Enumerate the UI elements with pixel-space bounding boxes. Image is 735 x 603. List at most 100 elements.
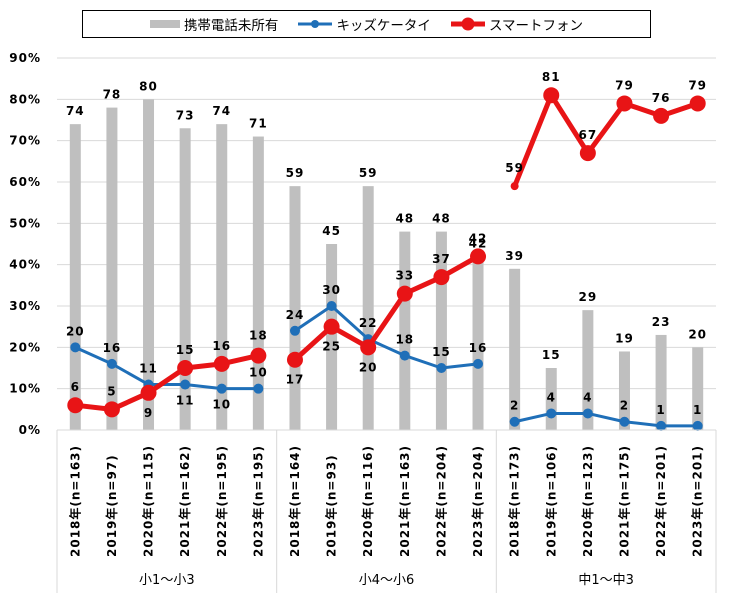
smartphone-point <box>470 248 487 265</box>
smartphone-value-label: 25 <box>322 340 341 354</box>
kids-phone-point <box>473 358 484 369</box>
kids-phone-point <box>180 379 191 390</box>
line-series <box>67 87 706 431</box>
kids-phone-value-label: 2 <box>620 399 629 413</box>
bar <box>69 124 81 430</box>
bar-series <box>69 99 704 431</box>
bar <box>289 186 301 430</box>
legend-label: キッズケータイ <box>336 18 431 34</box>
line-marker-icon <box>450 17 485 31</box>
kids-phone-value-label: 30 <box>322 283 341 297</box>
smartphone-value-label: 42 <box>469 231 488 245</box>
smartphone-value-label: 37 <box>432 252 451 266</box>
x-group-label: 小1～小3 <box>139 573 195 588</box>
kids-phone-value-label: 16 <box>103 341 122 355</box>
smartphone-point <box>616 95 633 112</box>
kids-phone-point <box>70 342 81 353</box>
smartphone-point <box>286 351 303 368</box>
kids-phone-value-label: 1 <box>656 403 665 417</box>
smartphone-value-label: 79 <box>688 78 707 92</box>
smartphone-value-label: 5 <box>107 384 116 398</box>
kids-phone-point <box>619 416 630 427</box>
y-tick-label: 70% <box>9 134 41 148</box>
legend-item-smartphone[interactable]: スマートフォン <box>450 14 583 34</box>
smartphone-value-label: 18 <box>249 329 268 343</box>
legend-item-no-phone[interactable]: 携帯電話未所有 <box>149 14 279 34</box>
kids-phone-value-label: 1 <box>693 403 702 417</box>
kids-phone-point <box>253 383 264 394</box>
kids-phone-line <box>294 304 479 370</box>
legend: 携帯電話未所有 キッズケータイ スマートフォン <box>82 10 651 38</box>
kids-phone-line <box>74 345 259 391</box>
x-category-label: 2021年(n=163) <box>397 445 412 557</box>
y-tick-label: 60% <box>9 175 41 189</box>
bar-value-label: 20 <box>688 327 707 341</box>
y-tick-label: 10% <box>9 382 41 396</box>
y-tick-label: 90% <box>9 51 41 65</box>
kids-phone-value-label: 22 <box>359 316 378 330</box>
bar <box>252 136 264 431</box>
bar <box>545 368 557 430</box>
legend-item-kids-phone[interactable]: キッズケータイ <box>298 14 431 34</box>
kids-phone-value-label: 18 <box>395 333 414 347</box>
bar <box>326 244 338 430</box>
bar <box>435 231 447 430</box>
kids-phone-point <box>546 408 557 419</box>
smartphone-point <box>689 95 706 112</box>
kids-phone-point <box>216 383 227 394</box>
y-tick-label: 50% <box>9 216 41 230</box>
smartphone-value-label: 9 <box>144 406 153 420</box>
smartphone-point <box>653 107 670 124</box>
x-category-label: 2020年(n=115) <box>141 445 156 557</box>
line-marker-icon <box>298 18 333 30</box>
x-category-label: 2020年(n=116) <box>360 445 375 557</box>
x-axis: 2018年(n=163) 2019年(n=97) 2020年(n=115) 2021年… <box>56 429 717 593</box>
bar <box>618 351 630 430</box>
bar <box>143 99 155 430</box>
bar-value-label: 45 <box>322 224 341 238</box>
bar-value-label: 80 <box>139 79 158 93</box>
smartphone-value-label: 15 <box>176 343 195 357</box>
y-tick-label: 80% <box>9 92 41 106</box>
bar <box>216 124 228 430</box>
x-category-label: 2021年(n=175) <box>616 445 631 557</box>
smartphone-point <box>323 318 340 335</box>
smartphone-value-label: 59 <box>505 161 524 175</box>
x-category-label: 2018年(n=173) <box>507 445 522 557</box>
smartphone-value-label: 67 <box>579 128 598 142</box>
kids-phone-line <box>514 411 698 428</box>
smartphone-point <box>250 347 267 364</box>
kids-phone-point <box>326 301 337 311</box>
y-tick-label: 0% <box>19 423 41 437</box>
smartphone-point <box>579 145 596 162</box>
kids-phone-value-label: 11 <box>139 362 158 376</box>
smartphone-point <box>103 401 120 418</box>
kids-phone-point <box>582 408 593 419</box>
x-category-label: 2022年(n=204) <box>433 445 448 557</box>
bar <box>472 256 484 430</box>
x-category-label: 2022年(n=195) <box>214 445 229 557</box>
y-axis: 0% 10% 20% 30% 40% 50% 60% 70% 80% 90% <box>9 51 41 437</box>
kids-phone-point <box>289 325 300 336</box>
bar-value-label: 74 <box>212 104 231 118</box>
x-category-label: 2022年(n=201) <box>653 445 668 557</box>
bar-value-label: 48 <box>432 212 451 226</box>
bar <box>399 231 411 430</box>
kids-phone-value-label: 10 <box>249 366 268 380</box>
bar-swatch-icon <box>149 20 180 28</box>
kids-phone-value-label: 16 <box>469 341 488 355</box>
bar-value-label: 73 <box>176 108 195 122</box>
x-category-label: 2018年(n=164) <box>287 445 302 557</box>
smartphone-point <box>360 339 377 356</box>
bar <box>362 186 374 430</box>
smartphone-point <box>140 384 157 401</box>
smartphone-point <box>177 360 194 376</box>
legend-label: 携帯電話未所有 <box>183 18 279 34</box>
smartphone-value-label: 20 <box>359 360 378 374</box>
smartphone-value-label: 81 <box>542 70 561 84</box>
x-category-label: 2023年(n=195) <box>250 445 265 557</box>
smartphone-value-label: 79 <box>615 78 634 92</box>
bar-value-label: 48 <box>395 212 414 226</box>
